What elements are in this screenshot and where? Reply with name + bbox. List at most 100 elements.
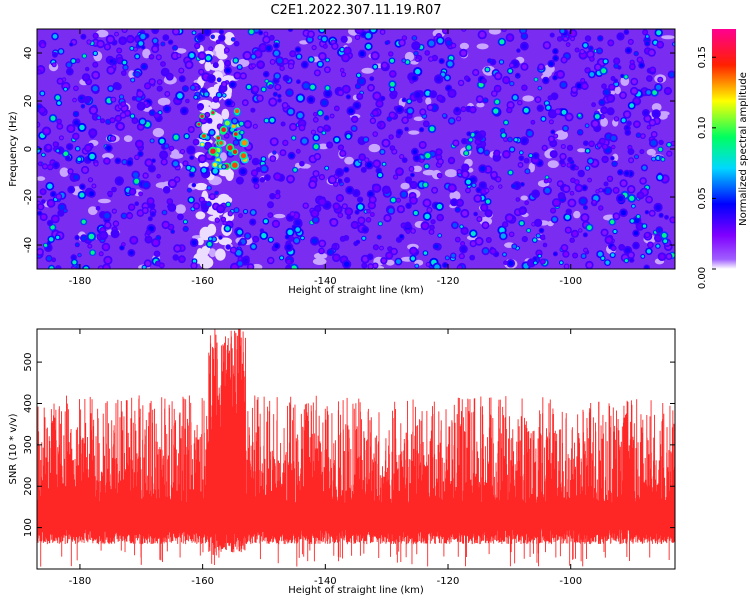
heatmap-cell — [522, 85, 527, 90]
heatmap-cell — [324, 116, 329, 120]
heatmap-cell — [437, 215, 443, 220]
heatmap-cell — [50, 115, 56, 121]
heatmap-cell — [390, 71, 396, 77]
heatmap-y-tick-label: -20 — [23, 189, 34, 205]
heatmap-cell — [436, 149, 442, 155]
heatmap-cell — [535, 220, 541, 226]
heatmap-cell — [53, 142, 58, 147]
heatmap-cell — [582, 83, 588, 89]
heatmap-cell — [138, 103, 144, 109]
heatmap-cell — [475, 195, 481, 202]
heatmap-cell — [244, 210, 247, 213]
heatmap-cell — [625, 130, 630, 135]
heatmap-cell — [116, 116, 121, 121]
heatmap-cell — [73, 98, 76, 102]
heatmap-cell — [319, 241, 325, 247]
heatmap-cell — [394, 175, 398, 179]
heatmap-cell — [251, 210, 256, 215]
heatmap-cell — [483, 98, 488, 103]
heatmap-cell — [107, 36, 114, 43]
heatmap-cell — [435, 76, 442, 82]
heatmap-cell — [525, 169, 530, 174]
heatmap-cell — [650, 67, 655, 72]
heatmap-cell — [96, 29, 109, 38]
heatmap-cell — [231, 264, 238, 269]
heatmap-cell — [173, 255, 178, 260]
heatmap-cell — [602, 230, 607, 236]
heatmap-cell — [383, 140, 389, 146]
heatmap-y-axis-label: Frequency (Hz) — [8, 111, 19, 187]
heatmap-cell — [46, 145, 51, 150]
heatmap-cell — [284, 76, 289, 81]
heatmap-cell — [138, 152, 143, 156]
snr-x-tick-label: -120 — [437, 576, 460, 587]
heatmap-cell — [210, 194, 215, 199]
heatmap-cell — [377, 235, 381, 239]
heatmap-cell — [565, 214, 570, 220]
heatmap-cell — [237, 65, 242, 69]
heatmap-cell — [496, 177, 501, 182]
heatmap-cell — [159, 138, 165, 144]
heatmap-cell — [500, 233, 506, 239]
heatmap-cell — [77, 157, 81, 161]
heatmap-cell — [207, 86, 220, 93]
heatmap-cell — [406, 230, 410, 233]
heatmap-cell — [261, 87, 266, 92]
heatmap-cell — [274, 173, 280, 180]
heatmap-cell — [237, 178, 243, 184]
heatmap-cell — [460, 246, 467, 252]
heatmap-cell — [310, 181, 316, 188]
heatmap-cell — [57, 101, 61, 105]
heatmap-cell — [163, 35, 168, 40]
heatmap-cell — [547, 160, 559, 169]
heatmap-cell — [75, 243, 79, 247]
heatmap-cell — [258, 62, 264, 68]
heatmap-cell — [495, 86, 500, 91]
heatmap-cell — [204, 29, 210, 35]
heatmap-cell — [122, 60, 127, 65]
heatmap-cell — [93, 62, 98, 67]
heatmap-cell — [589, 72, 595, 77]
heatmap-cell — [413, 211, 418, 215]
heatmap-cell — [378, 222, 382, 226]
heatmap-cell — [116, 178, 123, 184]
heatmap-cell — [340, 151, 345, 156]
heatmap-cell — [215, 248, 226, 261]
heatmap-cell — [38, 211, 42, 215]
heatmap-cell — [512, 244, 517, 249]
heatmap-cell — [368, 85, 374, 91]
heatmap-cell — [503, 222, 508, 227]
heatmap-cell — [355, 35, 360, 39]
heatmap-cell — [663, 239, 668, 244]
heatmap-cell — [492, 91, 497, 96]
heatmap-cell — [275, 85, 280, 90]
heatmap-cell — [290, 51, 295, 56]
heatmap-cell — [466, 179, 471, 185]
heatmap-cell — [177, 54, 181, 58]
heatmap-cell — [268, 237, 273, 242]
heatmap-cell — [178, 214, 183, 219]
heatmap-cell — [342, 55, 349, 61]
heatmap-cell — [48, 165, 53, 170]
heatmap-cell — [533, 191, 539, 197]
heatmap-cell — [212, 168, 218, 174]
heatmap-cell — [653, 40, 658, 45]
heatmap-cell — [455, 108, 460, 112]
heatmap-cell — [437, 173, 442, 178]
heatmap-cell — [666, 254, 672, 259]
snr-x-tick-label: -160 — [191, 576, 214, 587]
heatmap-cell — [553, 49, 558, 54]
heatmap-cell — [637, 223, 643, 230]
heatmap-cell — [377, 101, 382, 107]
heatmap-cell — [260, 178, 265, 182]
heatmap-cell — [457, 200, 463, 206]
heatmap-cell — [270, 60, 275, 64]
heatmap-cell — [586, 36, 590, 41]
heatmap-cell — [525, 201, 528, 205]
heatmap-cell — [636, 215, 640, 218]
heatmap-cell — [184, 134, 189, 139]
heatmap-cell — [488, 59, 492, 63]
heatmap-cell — [499, 60, 504, 64]
heatmap-cell — [380, 150, 385, 154]
